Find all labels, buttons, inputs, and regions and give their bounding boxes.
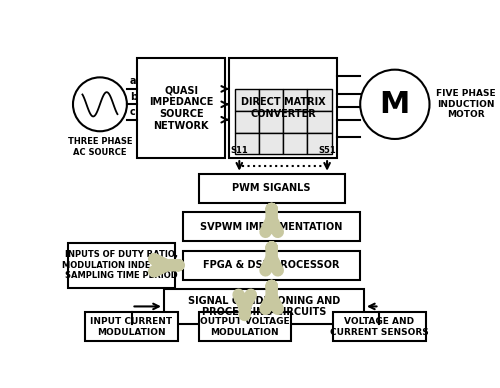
- Bar: [68, 243, 176, 288]
- Text: b: b: [130, 92, 137, 102]
- Text: THREE PHASE
AC SOURCE: THREE PHASE AC SOURCE: [68, 137, 132, 157]
- Bar: [308, 111, 332, 133]
- Bar: [230, 58, 337, 158]
- Bar: [183, 251, 360, 280]
- Bar: [308, 133, 332, 154]
- Bar: [283, 133, 308, 154]
- Text: SIGNAL CONDITIONING AND
PROCESSING CIRCUITS: SIGNAL CONDITIONING AND PROCESSING CIRCU…: [188, 296, 340, 317]
- Text: VOLTAGE AND
CURRENT SENSORS: VOLTAGE AND CURRENT SENSORS: [330, 317, 429, 336]
- Text: PWM SIGANLS: PWM SIGANLS: [232, 183, 311, 193]
- Bar: [259, 133, 283, 154]
- Text: FIVE PHASE
INDUCTION
MOTOR: FIVE PHASE INDUCTION MOTOR: [436, 89, 496, 119]
- Bar: [283, 89, 308, 111]
- Text: a: a: [130, 76, 136, 86]
- Text: S11: S11: [230, 146, 248, 155]
- Bar: [259, 111, 283, 133]
- Bar: [234, 89, 259, 111]
- Text: INPUT CURRENT
MODULATION: INPUT CURRENT MODULATION: [90, 317, 172, 336]
- Bar: [283, 111, 308, 133]
- Bar: [137, 58, 226, 158]
- Bar: [198, 173, 345, 203]
- Text: FPGA & DSP PROCESSOR: FPGA & DSP PROCESSOR: [204, 260, 340, 270]
- Bar: [234, 111, 259, 133]
- Bar: [234, 133, 259, 154]
- Text: OUTPUT VOLTAGE
MODULATION: OUTPUT VOLTAGE MODULATION: [200, 317, 290, 336]
- Text: INPUTS OF DUTY RATIO,
MODULATION INDEX AND
SAMPLING TIME PERIOD: INPUTS OF DUTY RATIO, MODULATION INDEX A…: [62, 250, 180, 280]
- Bar: [333, 312, 426, 341]
- Bar: [198, 312, 291, 341]
- Text: DIRECT MATRIX
CONVERTER: DIRECT MATRIX CONVERTER: [241, 97, 326, 119]
- Bar: [308, 89, 332, 111]
- Text: c: c: [130, 107, 136, 117]
- Bar: [183, 212, 360, 241]
- Text: QUASI
IMPEDANCE
SOURCE
NETWORK: QUASI IMPEDANCE SOURCE NETWORK: [149, 86, 214, 130]
- Bar: [259, 89, 283, 111]
- Text: S51: S51: [318, 146, 336, 155]
- Bar: [86, 312, 178, 341]
- Text: M: M: [380, 90, 410, 119]
- Text: SVPWM IMPLEMENTATION: SVPWM IMPLEMENTATION: [200, 222, 343, 232]
- Bar: [164, 289, 364, 324]
